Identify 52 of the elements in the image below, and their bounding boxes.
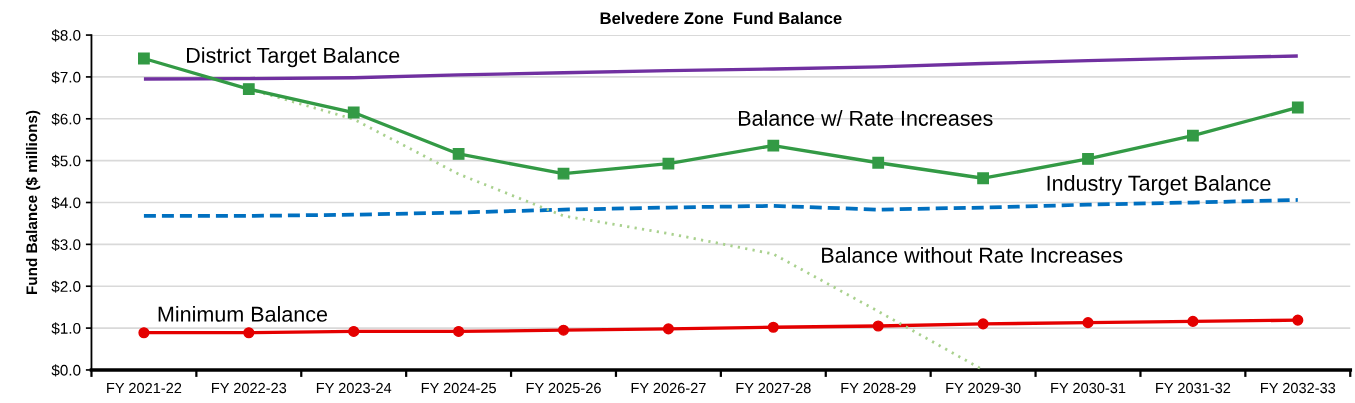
x-tick-label: FY 2030-31	[1051, 382, 1126, 394]
series-label: Minimum Balance	[158, 306, 328, 322]
x-tick-label: FY 2026-27	[631, 382, 706, 394]
y-tick-label: $1.0	[51, 322, 81, 335]
x-tick-label: FY 2023-24	[316, 382, 392, 394]
series-label: Balance w/ Rate Increases	[738, 110, 993, 126]
series-label: District Target Balance	[187, 47, 400, 68]
point	[977, 172, 990, 185]
y-tick-label: $0.0	[51, 364, 81, 377]
line-series	[142, 198, 1300, 218]
y-tick-label: $2.0	[51, 280, 81, 293]
point	[557, 324, 570, 336]
point	[1187, 315, 1199, 327]
x-tick-label: FY 2022-23	[212, 382, 287, 394]
point	[557, 167, 570, 180]
chart-title: Belvedere Zone Fund Balance	[600, 11, 842, 25]
point	[242, 83, 255, 95]
point	[1082, 153, 1094, 165]
series-label: Industry Target Balance	[1047, 175, 1271, 196]
y-tick-label: $7.0	[51, 71, 81, 84]
point	[1292, 314, 1304, 326]
point	[1082, 317, 1094, 329]
x-tick-label: FY 2024-25	[421, 382, 496, 394]
y-tick-label: $8.0	[51, 29, 81, 42]
point	[662, 323, 674, 335]
x-tick-label: FY 2028-29	[841, 382, 916, 394]
point	[138, 327, 150, 339]
y-axis-title: Fund Balance ($ millions)	[25, 110, 41, 295]
point	[138, 52, 150, 65]
point	[977, 318, 989, 330]
y-tick-label: $6.0	[51, 113, 81, 126]
x-tick-label: FY 2025-26	[526, 382, 601, 394]
y-tick-label: $3.0	[51, 238, 81, 251]
point	[453, 325, 465, 337]
point	[872, 320, 884, 332]
point	[348, 325, 360, 337]
point	[452, 148, 465, 160]
point	[872, 156, 885, 169]
point	[1291, 101, 1304, 114]
point	[767, 321, 779, 333]
x-tick-label: FY 2031-32	[1156, 382, 1231, 394]
point	[243, 327, 255, 339]
x-tick-label: FY 2032-33	[1261, 382, 1336, 394]
x-tick-label: FY 2029-30	[946, 382, 1021, 394]
point	[347, 106, 360, 119]
point	[1187, 129, 1199, 142]
x-tick-label: FY 2027-28	[736, 382, 811, 394]
y-tick-label: $5.0	[51, 154, 81, 168]
y-tick-label: $4.0	[51, 196, 81, 210]
x-tick-label: FY 2021-22	[107, 382, 182, 394]
series-label: Balance without Rate Increases	[822, 247, 1123, 263]
point	[767, 139, 780, 152]
